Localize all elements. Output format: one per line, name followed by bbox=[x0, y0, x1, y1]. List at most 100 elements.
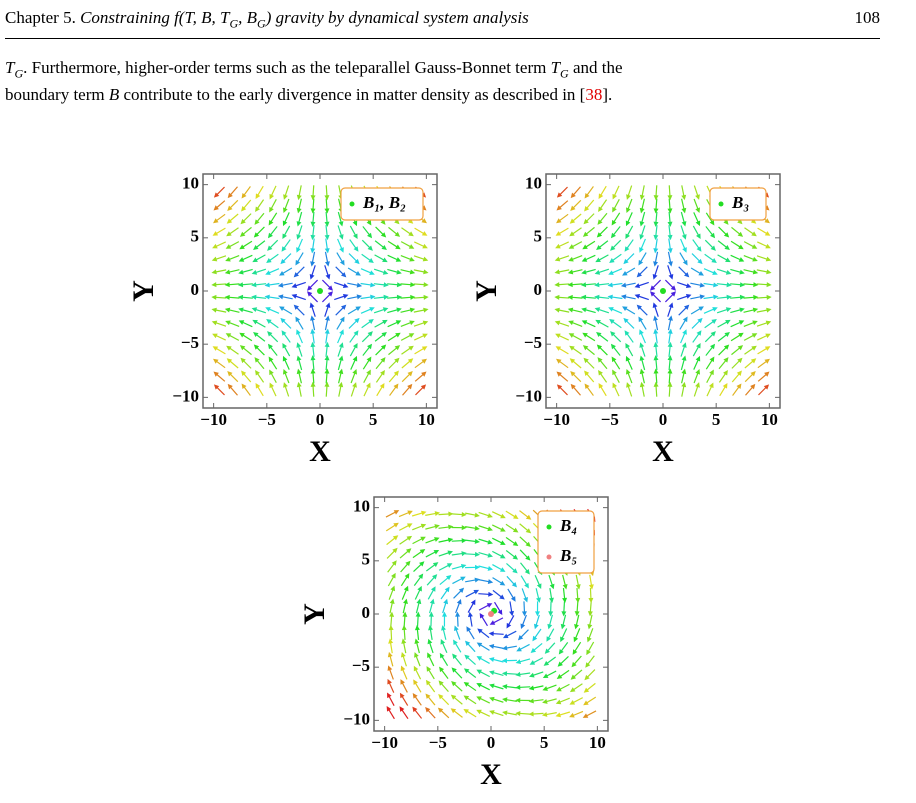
field-arrowhead bbox=[626, 194, 631, 200]
field-arrow bbox=[557, 321, 570, 327]
field-arrowhead bbox=[528, 711, 534, 717]
field-arrowhead bbox=[764, 231, 771, 236]
field-arrowhead bbox=[752, 256, 758, 262]
field-arrowhead bbox=[594, 307, 601, 313]
field-arrow bbox=[757, 347, 769, 355]
field-arrowhead bbox=[653, 248, 659, 254]
field-arrowhead bbox=[667, 328, 673, 334]
field-arrowhead bbox=[421, 218, 427, 224]
field-arrowhead bbox=[583, 700, 589, 706]
stream-plot: −10 −5 0 5 10 −10 −5 0 5 10 X Y B₄ B₅ bbox=[298, 496, 609, 791]
field-arrowhead bbox=[582, 244, 588, 250]
field-arrowhead bbox=[574, 611, 580, 617]
field-arrowhead bbox=[610, 245, 616, 251]
field-arrow bbox=[573, 641, 582, 653]
field-arrowhead bbox=[255, 206, 260, 212]
field-arrowhead bbox=[423, 282, 429, 288]
field-arrowhead bbox=[419, 561, 425, 567]
field-arrow bbox=[743, 269, 756, 273]
field-arrow bbox=[570, 255, 583, 261]
field-arrowhead bbox=[595, 319, 601, 325]
field-arrowhead bbox=[293, 272, 299, 278]
field-arrowhead bbox=[708, 382, 714, 389]
field-arrow bbox=[363, 385, 370, 397]
field-arrowhead bbox=[396, 294, 403, 300]
field-arrowhead bbox=[737, 231, 744, 237]
y-axis-label: Y bbox=[298, 603, 331, 625]
field-arrow bbox=[756, 269, 769, 273]
field-arrowhead bbox=[407, 218, 414, 224]
field-arrowhead bbox=[500, 553, 506, 559]
field-arrowhead bbox=[369, 270, 375, 275]
field-arrowhead bbox=[438, 680, 444, 686]
field-arrowhead bbox=[394, 218, 400, 225]
field-arrow bbox=[719, 385, 727, 397]
text-segment[interactable]: 38 bbox=[585, 85, 603, 104]
field-arrowhead bbox=[612, 193, 618, 200]
field-arrowhead bbox=[557, 661, 563, 667]
field-arrow bbox=[403, 627, 406, 640]
field-arrow bbox=[668, 185, 671, 198]
field-arrowhead bbox=[352, 382, 357, 388]
running-header: Chapter 5. Constraining f(T, B, TG, BG) … bbox=[5, 8, 880, 31]
field-arrowhead bbox=[695, 355, 701, 362]
field-arrowhead bbox=[441, 611, 447, 617]
field-arrowhead bbox=[265, 307, 271, 312]
fixed-point bbox=[317, 288, 323, 294]
field-arrowhead bbox=[723, 219, 729, 225]
field-arrowhead bbox=[425, 707, 431, 713]
field-arrowhead bbox=[474, 564, 481, 570]
field-arrow bbox=[691, 253, 701, 263]
field-arrowhead bbox=[447, 550, 453, 556]
field-arrow bbox=[465, 696, 477, 705]
field-arrow bbox=[282, 319, 292, 329]
field-arrowhead bbox=[626, 382, 631, 388]
y-axis-label: Y bbox=[127, 280, 160, 302]
field-arrowhead bbox=[750, 383, 756, 390]
field-arrowhead bbox=[310, 195, 316, 201]
field-arrowhead bbox=[379, 382, 385, 389]
field-arrowhead bbox=[634, 294, 641, 299]
field-arrowhead bbox=[681, 342, 687, 348]
field-arrowhead bbox=[405, 548, 412, 554]
field-arrowhead bbox=[296, 381, 302, 388]
field-arrowhead bbox=[652, 302, 658, 308]
field-arrowhead bbox=[393, 370, 399, 376]
field-arrowhead bbox=[392, 535, 399, 541]
field-arrow bbox=[570, 269, 583, 273]
field-arrow bbox=[557, 347, 569, 355]
field-arrow bbox=[597, 283, 610, 286]
text-line: boundary term B contribute to the early … bbox=[5, 85, 612, 105]
field-arrowhead bbox=[695, 382, 700, 388]
field-arrow bbox=[296, 318, 304, 330]
field-arrowhead bbox=[355, 306, 361, 312]
field-arrow bbox=[229, 186, 238, 197]
field-arrowhead bbox=[667, 368, 673, 374]
field-arrowhead bbox=[382, 319, 388, 325]
field-arrowhead bbox=[477, 628, 483, 634]
field-arrowhead bbox=[338, 234, 344, 240]
field-arrowhead bbox=[489, 620, 496, 625]
field-arrowhead bbox=[681, 207, 687, 214]
field-arrowhead bbox=[597, 357, 603, 363]
field-arrowhead bbox=[555, 346, 562, 351]
field-arrow bbox=[240, 268, 253, 274]
text-line: TG. Furthermore, higher-order terms such… bbox=[5, 58, 623, 81]
field-arrowhead bbox=[588, 584, 594, 590]
field-arrowhead bbox=[764, 371, 770, 377]
field-arrowhead bbox=[423, 269, 429, 275]
field-arrowhead bbox=[697, 258, 703, 265]
field-arrowhead bbox=[612, 369, 617, 376]
field-arrowhead bbox=[295, 259, 301, 266]
field-arrowhead bbox=[369, 307, 375, 312]
field-arrowhead bbox=[393, 383, 399, 389]
field-arrow bbox=[214, 255, 227, 261]
field-arrow bbox=[413, 296, 426, 299]
text-segment: boundary term bbox=[5, 85, 109, 104]
field-arrowhead bbox=[251, 269, 258, 275]
field-arrow bbox=[731, 346, 742, 356]
field-arrowhead bbox=[513, 514, 519, 520]
field-arrow bbox=[390, 614, 393, 627]
field-arrowhead bbox=[441, 625, 446, 631]
